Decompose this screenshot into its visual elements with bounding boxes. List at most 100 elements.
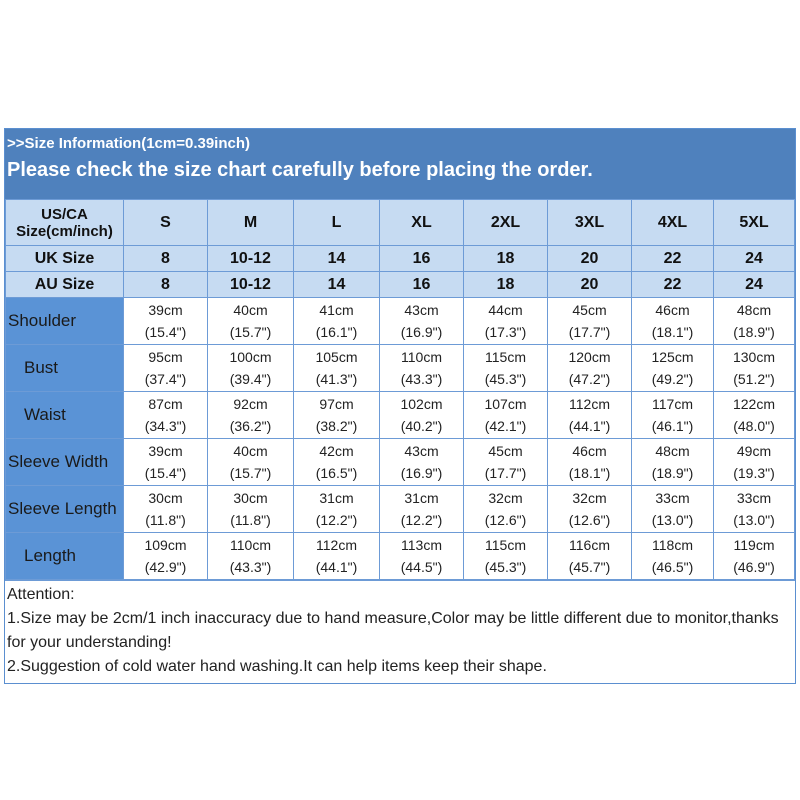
measurement-cell: 42cm (16.5") [293,438,380,486]
cm-value: 41cm [319,302,354,318]
uk-size-value: 24 [713,245,795,272]
inch-value: (13.0") [733,512,775,528]
size-chart: >>Size Information(1cm=0.39inch) Please … [4,128,796,684]
cm-value: 32cm [488,490,523,506]
cm-value: 130cm [732,349,776,365]
inch-value: (18.9") [651,465,694,481]
cm-value: 100cm [229,349,272,365]
inch-value: (34.3") [144,418,187,434]
measurement-label: Sleeve Width [5,438,124,486]
inch-value: (17.7") [568,324,611,340]
measurement-cell: 109cm (42.9") [123,532,208,580]
inch-value: (49.2") [651,371,694,387]
au-size-value: 16 [379,271,464,298]
inch-value: (17.3") [484,324,527,340]
measurement-cell: 113cm (44.5") [379,532,464,580]
cm-value: 31cm [404,490,439,506]
measurement-cell: 46cm (18.1") [631,297,714,345]
measurement-cell: 118cm (46.5") [631,532,714,580]
measurement-cell: 119cm (46.9") [713,532,795,580]
inch-value: (11.8") [145,512,186,528]
measurement-label: Sleeve Length [5,485,124,533]
cm-value: 43cm [404,443,439,459]
measurement-cell: 102cm (40.2") [379,391,464,439]
measurement-cell: 130cm (51.2") [713,344,795,392]
inch-value: (41.3") [315,371,358,387]
inch-value: (46.9") [733,559,775,575]
au-size-value: 14 [293,271,380,298]
uk-size-value: 18 [463,245,548,272]
inch-value: (46.5") [651,559,694,575]
measurement-cell: 125cm (49.2") [631,344,714,392]
measurement-cell: 40cm (15.7") [207,297,294,345]
au-size-value: 18 [463,271,548,298]
measurement-cell: 31cm (12.2") [379,485,464,533]
cm-value: 31cm [319,490,354,506]
inch-value: (16.5") [315,465,358,481]
inch-value: (18.1") [651,324,694,340]
cm-value: 49cm [736,443,772,459]
attention-notes: Attention: 1.Size may be 2cm/1 inch inac… [5,580,795,683]
inch-value: (12.6") [484,512,527,528]
measurement-cell: 30cm (11.8") [123,485,208,533]
cm-value: 115cm [485,349,526,365]
au-size-value: 22 [631,271,714,298]
measurement-cell: 43cm (16.9") [379,438,464,486]
measurement-cell: 46cm (18.1") [547,438,632,486]
cm-value: 30cm [148,490,183,506]
inch-value: (42.9") [144,559,187,575]
cm-value: 39cm [148,302,183,318]
measurement-cell: 97cm (38.2") [293,391,380,439]
cm-value: 40cm [233,443,268,459]
cm-value: 109cm [144,537,187,553]
inch-value: (12.6") [568,512,611,528]
measurement-cell: 48cm (18.9") [631,438,714,486]
measurement-cell: 110cm (43.3") [379,344,464,392]
measurement-label: Shoulder [5,297,124,345]
au-size-value: 10-12 [207,271,294,298]
measurement-cell: 39cm (15.4") [123,438,208,486]
measurement-cell: 32cm (12.6") [547,485,632,533]
au-size-row: AU Size 8 10-12 14 16 18 20 22 24 [5,271,795,298]
measurement-cell: 32cm (12.6") [463,485,548,533]
measurement-cell: 112cm (44.1") [547,391,632,439]
cm-value: 118cm [652,537,693,553]
inch-value: (16.9") [400,324,443,340]
measurement-cell: 43cm (16.9") [379,297,464,345]
uk-size-value: 20 [547,245,632,272]
measurement-cell: 40cm (15.7") [207,438,294,486]
size-header: 3XL [547,199,632,246]
size-header: 4XL [631,199,714,246]
attention-note-2: 2.Suggestion of cold water hand washing.… [7,658,547,675]
attention-title: Attention: [7,586,75,603]
cm-value: 120cm [568,349,611,365]
measurement-cell: 100cm (39.4") [207,344,294,392]
uk-size-row: UK Size 8 10-12 14 16 18 20 22 24 [5,245,795,272]
inch-value: (45.7") [568,559,611,575]
measurement-cell: 105cm (41.3") [293,344,380,392]
measurement-cell: 31cm (12.2") [293,485,380,533]
cm-value: 46cm [655,302,690,318]
inch-value: (36.2") [229,418,272,434]
inch-value: (12.2") [400,512,443,528]
size-header: M [207,199,294,246]
cm-value: 107cm [484,396,527,412]
au-size-value: 20 [547,271,632,298]
au-size-value: 24 [713,271,795,298]
measurement-cell: 117cm (46.1") [631,391,714,439]
measurement-cell: 110cm (43.3") [207,532,294,580]
inch-value: (45.3") [484,371,527,387]
banner: >>Size Information(1cm=0.39inch) Please … [5,129,795,199]
measurement-cell: 44cm (17.3") [463,297,548,345]
cm-value: 97cm [319,396,354,412]
cm-value: 33cm [736,490,772,506]
inch-value: (44.1") [315,559,358,575]
size-header: L [293,199,380,246]
cm-value: 48cm [736,302,772,318]
uk-size-label: UK Size [5,245,124,272]
cm-value: 48cm [655,443,690,459]
uk-size-value: 16 [379,245,464,272]
size-info-title: >>Size Information(1cm=0.39inch) [7,135,250,152]
cm-value: 122cm [732,396,776,412]
inch-value: (19.3") [733,465,775,481]
